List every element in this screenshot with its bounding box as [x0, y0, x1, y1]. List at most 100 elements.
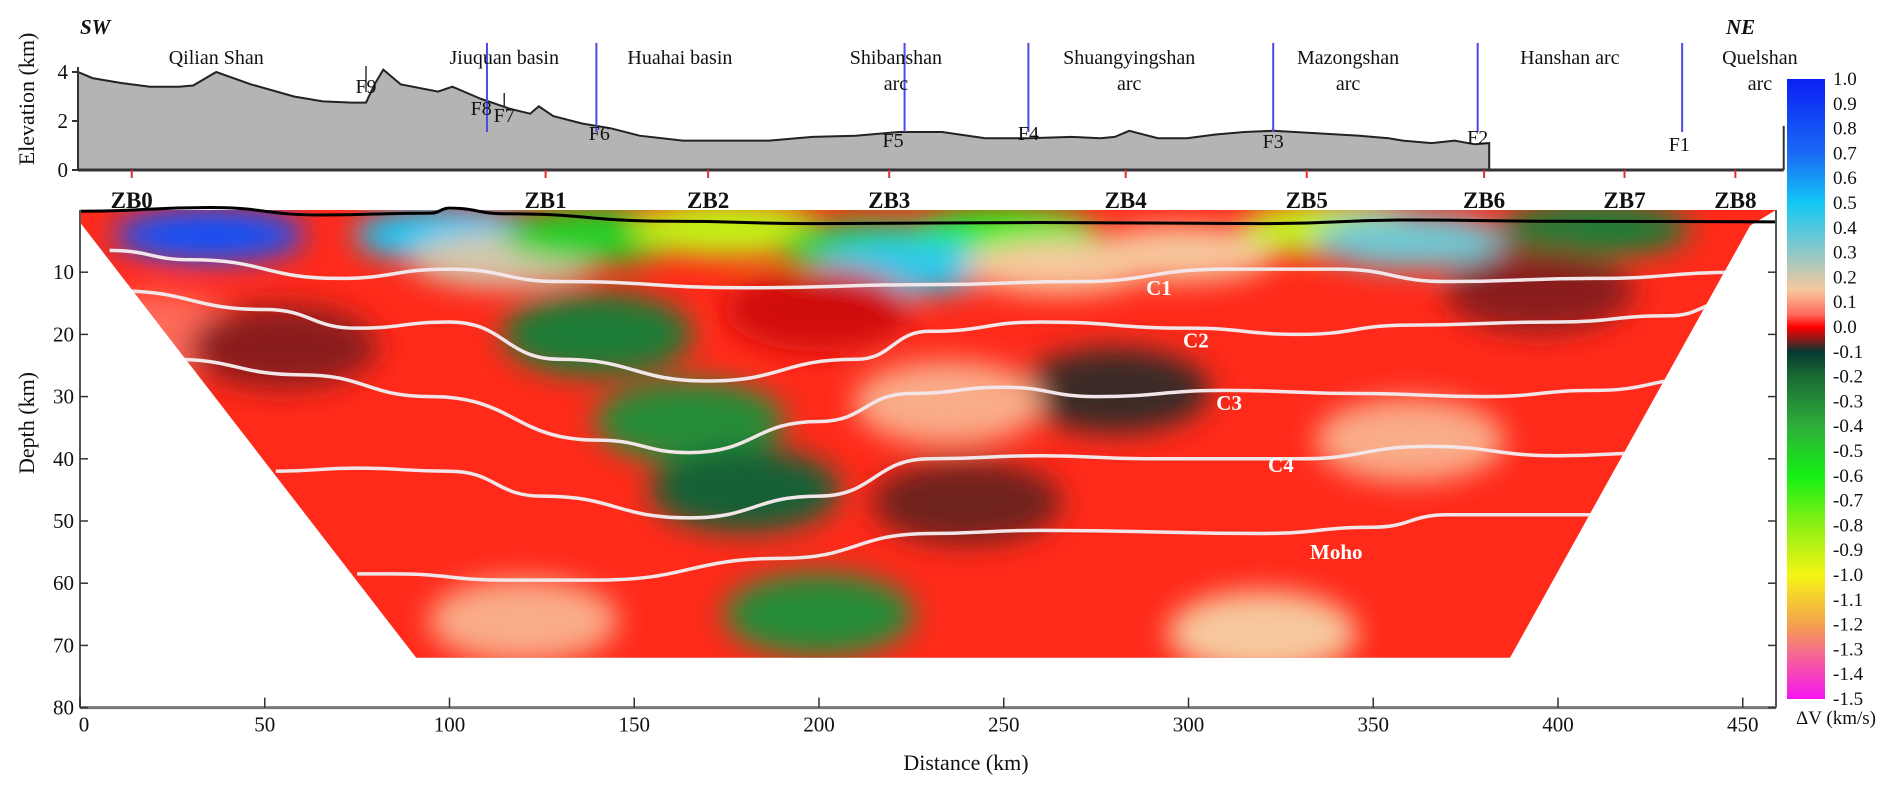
region-label: arc — [1336, 73, 1361, 95]
velocity-anomaly — [1315, 213, 1506, 270]
distance-tick-label: 200 — [803, 713, 835, 737]
region-label: Shibanshan — [850, 47, 942, 69]
velocity-anomaly — [188, 304, 379, 389]
colorbar-tick-label: -1.4 — [1833, 664, 1864, 685]
distance-tick-label: 50 — [254, 713, 275, 737]
depth-axis-title: Depth (km) — [14, 372, 39, 474]
distance-tick-label: 300 — [1173, 713, 1205, 737]
region-label: arc — [1748, 73, 1773, 95]
depth-tick-label: 60 — [53, 571, 74, 595]
velocity-anomaly — [1499, 210, 1690, 257]
colorbar-title: ΔV (km/s) — [1796, 708, 1876, 729]
station-label: ZB6 — [1463, 188, 1505, 213]
region-label: Mazongshan — [1297, 47, 1399, 69]
distance-tick-label: 450 — [1727, 713, 1759, 737]
colorbar-tick-label: -0.9 — [1833, 540, 1863, 561]
colorbar-tick-label: -1.2 — [1833, 615, 1863, 636]
depth-tick-label: 40 — [53, 447, 74, 471]
velocity-anomaly — [1444, 248, 1635, 333]
colorbar-tick-label: -0.2 — [1833, 367, 1863, 388]
colorbar-tick-label: -0.5 — [1833, 441, 1863, 462]
distance-tick-label: 0 — [79, 713, 90, 737]
elevation-tick-label: 0 — [58, 158, 69, 182]
velocity-anomaly — [114, 210, 305, 263]
velocity-anomaly — [1315, 398, 1506, 483]
depth-tick-label: 10 — [53, 260, 74, 284]
velocity-anomaly — [724, 267, 914, 352]
colorbar-tick-label: 1.0 — [1833, 69, 1857, 90]
elevation-tick-label: 2 — [58, 109, 69, 133]
interface-c4 — [275, 444, 1662, 520]
region-label: arc — [884, 73, 909, 95]
region-label: Shuangyingshan — [1063, 47, 1195, 69]
velocity-anomaly — [650, 447, 841, 532]
fault-label: F6 — [589, 123, 610, 145]
colorbar-tick-label: 0.2 — [1833, 267, 1857, 288]
colorbar: 1.0 0.9 0.8 0.7 0.6 0.5 0.4 0.3 0.2 0.1 0.0 -0.1 -0.… — [1787, 69, 1876, 729]
distance-tick-label: 400 — [1542, 713, 1574, 737]
interface-c3 — [172, 357, 1706, 455]
station-label: ZB8 — [1714, 188, 1756, 213]
velocity-anomaly — [724, 572, 914, 657]
interface-c2 — [116, 289, 1736, 383]
colorbar-tick-label: 0.3 — [1833, 243, 1857, 264]
region-label: Quelshan — [1722, 47, 1798, 69]
surface-line — [79, 206, 1777, 226]
interface-moho — [357, 513, 1595, 582]
station-label: ZB4 — [1105, 188, 1148, 213]
velocity-anomaly — [631, 210, 822, 257]
colorbar-tick-label: 0.4 — [1833, 218, 1857, 239]
colorbar-tick-label: 0.6 — [1833, 168, 1857, 189]
colorbar-tick-label: -1.0 — [1833, 565, 1863, 586]
colorbar-tick-label: -0.3 — [1833, 391, 1863, 412]
velocity-anomaly — [594, 379, 785, 464]
velocity-anomaly — [871, 460, 1062, 545]
depth-tick-label: 30 — [53, 385, 74, 409]
fault-label: F7 — [494, 105, 515, 127]
velocity-anomaly — [1019, 348, 1210, 433]
distance-tick-label: 100 — [434, 713, 466, 737]
fault-label: F2 — [1467, 127, 1488, 149]
station-label: ZB2 — [687, 188, 729, 213]
colorbar-tick-label: -0.8 — [1833, 515, 1863, 536]
station-label: ZB1 — [524, 188, 566, 213]
velocity-section: C1 C2 C3 C4 Moho — [79, 206, 1777, 658]
region-label: Jiuquan basin — [450, 47, 559, 69]
fault-label: F8 — [471, 98, 492, 120]
fault-label: F5 — [882, 130, 903, 152]
colorbar-tick-label: 0.5 — [1833, 193, 1857, 214]
fault-label: F3 — [1263, 131, 1284, 153]
interface-c1 — [109, 248, 1743, 290]
elevation-axis-title: Elevation (km) — [14, 33, 39, 166]
depth-tick-label: 80 — [53, 696, 74, 720]
colorbar-tick-label: 0.1 — [1833, 292, 1857, 313]
distance-tick-label: 150 — [619, 713, 651, 737]
region-label: arc — [1117, 73, 1142, 95]
colorbar-gradient — [1787, 79, 1825, 699]
interface-label-c1: C1 — [1146, 276, 1172, 300]
fault-label: F1 — [1669, 134, 1690, 156]
velocity-anomaly — [502, 292, 693, 377]
sw-direction-label: SW — [80, 15, 112, 39]
colorbar-tick-label: -1.5 — [1833, 689, 1863, 710]
colorbar-tick-label: -1.3 — [1833, 639, 1863, 660]
elevation-tick-label: 4 — [58, 60, 69, 84]
interface-label-c4: C4 — [1268, 453, 1294, 477]
interface-label-moho: Moho — [1310, 540, 1363, 564]
colorbar-tick-label: 0.0 — [1833, 317, 1857, 338]
colorbar-tick-label: 0.7 — [1833, 143, 1857, 164]
ne-direction-label: NE — [1725, 15, 1755, 39]
colorbar-tick-label: -0.1 — [1833, 342, 1863, 363]
colorbar-tick-label: -0.4 — [1833, 416, 1864, 437]
velocity-anomaly — [428, 578, 619, 658]
colorbar-tick-label: -1.1 — [1833, 590, 1863, 611]
interface-label-c2: C2 — [1183, 329, 1209, 353]
colorbar-tick-label: 0.9 — [1833, 94, 1857, 115]
distance-tick-label: 350 — [1358, 713, 1390, 737]
topography-profile — [77, 68, 1491, 171]
velocity-anomaly — [1167, 590, 1358, 658]
velocity-anomaly — [853, 360, 1044, 445]
distance-tick-label: 250 — [988, 713, 1020, 737]
